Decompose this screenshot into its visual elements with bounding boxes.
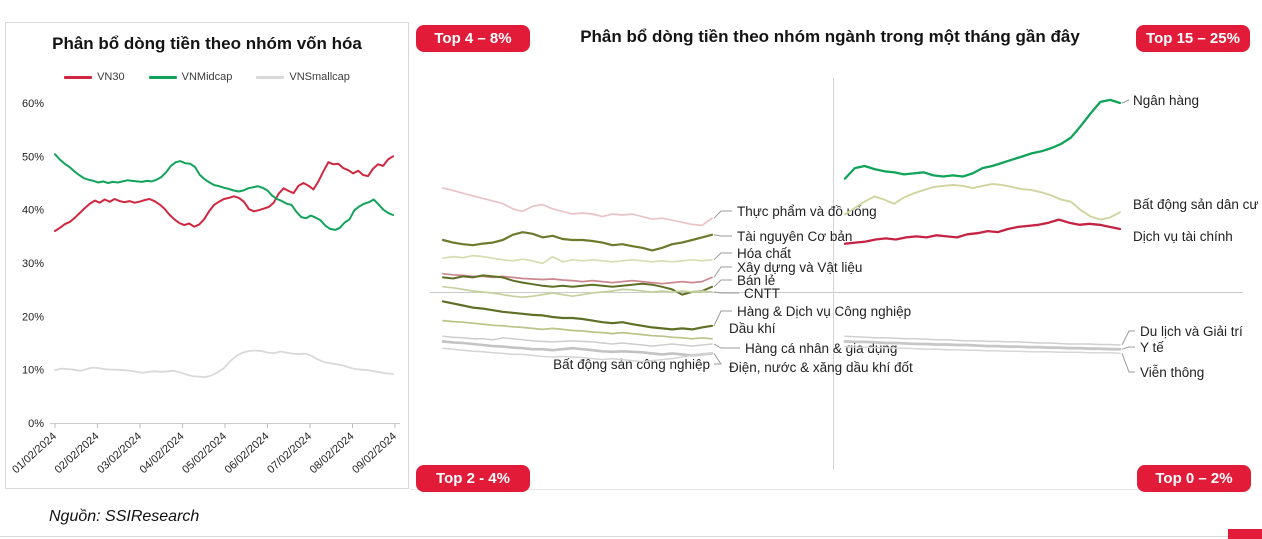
series-label-ngan-hang: Ngân hàng: [1133, 93, 1199, 108]
series-label-bds-cn: Bất động sản công nghiệp: [553, 357, 710, 372]
series-connector-cntt: [713, 291, 739, 294]
legend-item-vnsmallcap: VNSmallcap: [256, 71, 350, 83]
series-label-dien-nuoc: Điện, nước & xăng dầu khí đốt: [729, 360, 913, 375]
series-line-ngan-hang: [843, 98, 1122, 180]
series-line-vnmidcap: [54, 153, 394, 231]
series-connector-hang-ca-nhan: [713, 343, 740, 349]
badge-top-4-8: Top 4 – 8%: [416, 25, 530, 52]
x-tick-label: 02/02/2024: [53, 430, 102, 476]
badge-top-0-2: Top 0 – 2%: [1137, 465, 1251, 492]
series-label-thuc-pham: Thực phẩm và đồ uống: [737, 204, 877, 219]
series-connector-y-te: [1121, 346, 1135, 350]
market-cap-chart-title: Phân bổ dòng tiền theo nhóm vốn hóa: [52, 34, 362, 53]
legend-item-vnmidcap: VNMidcap: [148, 71, 233, 83]
series-line-vnsmallcap: [54, 349, 394, 379]
series-line-vien-thong: [844, 345, 1121, 355]
y-tick-label: 30%: [22, 258, 44, 270]
legend-label-vn30: VN30: [97, 71, 125, 83]
series-label-xay-dung: Xây dựng và Vật liệu: [737, 260, 862, 275]
series-connector-ngan-hang: [1121, 99, 1130, 104]
sector-chart-title: Phân bổ dòng tiền theo nhóm ngành trong …: [580, 27, 1080, 46]
series-line-ban-le: [442, 274, 713, 296]
legend-swatch-vn30: [64, 75, 93, 79]
y-tick-label: 0%: [28, 418, 44, 430]
series-line-dich-vu-tc: [843, 218, 1122, 245]
x-tick-label: 01/02/2024: [10, 430, 59, 476]
series-connector-xay-dung: [713, 266, 732, 278]
series-connector-hoa-chat: [713, 252, 732, 261]
badge-top-15-25: Top 15 – 25%: [1136, 25, 1250, 52]
series-connector-du-lich: [1121, 330, 1135, 346]
series-line-thuc-pham: [442, 187, 713, 227]
bottom-divider: [0, 536, 1262, 537]
series-label-tai-nguyen: Tài nguyên Cơ bản: [737, 229, 852, 244]
series-connector-thuc-pham: [713, 210, 732, 219]
series-label-dau-khi: Dầu khí: [729, 321, 776, 336]
series-label-ban-le: Bán lẻ: [737, 273, 775, 288]
y-tick-label: 50%: [22, 151, 44, 163]
y-tick-label: 60%: [22, 98, 44, 110]
y-tick-label: 40%: [22, 205, 44, 217]
series-label-bds-dan-cu: Bất động sản dân cư: [1133, 197, 1258, 212]
series-line-hoa-chat: [442, 254, 713, 265]
series-line-bds-cn: [441, 340, 714, 357]
source-note: Nguồn: SSIResearch: [49, 508, 200, 525]
series-line-hang-dv-cn: [441, 300, 714, 331]
series-label-hang-dv-cn: Hàng & Dịch vụ Công nghiệp: [737, 304, 911, 319]
series-line-dien-nuoc: [442, 347, 713, 363]
series-connector-tai-nguyen: [713, 234, 732, 237]
y-tick-label: 20%: [22, 311, 44, 323]
series-label-du-lich: Du lịch và Giải trí: [1140, 324, 1243, 339]
brand-corner-mark: [1228, 529, 1262, 539]
series-connector-bds-cn: [713, 353, 722, 365]
series-connector-vien-thong: [1121, 353, 1135, 373]
market-cap-legend: VN30 VNMidcap VNSmallcap: [6, 71, 408, 83]
series-line-bds-dan-cu: [844, 182, 1121, 221]
badge-top-2-4: Top 2 - 4%: [416, 465, 530, 492]
legend-swatch-vnsmallcap: [256, 75, 285, 79]
series-label-cntt: CNTT: [744, 286, 780, 301]
series-label-y-te: Y tế: [1140, 340, 1164, 355]
legend-swatch-vnmidcap: [148, 75, 177, 79]
series-label-vien-thong: Viễn thông: [1140, 365, 1204, 380]
series-line-cntt: [442, 285, 713, 299]
legend-label-vnmidcap: VNMidcap: [181, 71, 233, 83]
x-tick-label: 08/02/2024: [308, 430, 357, 476]
series-line-vn30: [54, 155, 394, 232]
series-line-dau-khi: [442, 319, 713, 340]
market-cap-chart-card: Phân bổ dòng tiền theo nhóm vốn hóa VN30…: [5, 22, 409, 489]
sector-chart-baseline-divider: [410, 489, 1250, 490]
series-line-tai-nguyen: [441, 231, 714, 252]
series-line-hang-ca-nhan: [442, 335, 713, 347]
x-tick-label: 05/02/2024: [180, 430, 229, 476]
x-tick-label: 06/02/2024: [223, 430, 272, 476]
series-line-du-lich: [844, 335, 1121, 346]
series-label-dich-vu-tc: Dịch vụ tài chính: [1133, 229, 1233, 244]
x-tick-label: 04/02/2024: [138, 430, 187, 476]
series-label-hoa-chat: Hóa chất: [737, 246, 791, 261]
series-connector-hang-dv-cn: [713, 310, 732, 327]
legend-label-vnsmallcap: VNSmallcap: [289, 71, 350, 83]
y-tick-label: 10%: [22, 365, 44, 377]
series-line-y-te: [843, 339, 1122, 351]
x-tick-label: 07/02/2024: [265, 430, 314, 476]
x-tick-label: 09/02/2024: [350, 430, 399, 476]
legend-item-vn30: VN30: [64, 71, 125, 83]
series-label-hang-ca-nhan: Hàng cá nhân & gia dụng: [745, 341, 897, 356]
x-tick-label: 03/02/2024: [95, 430, 144, 476]
series-connector-ban-le: [713, 279, 732, 288]
